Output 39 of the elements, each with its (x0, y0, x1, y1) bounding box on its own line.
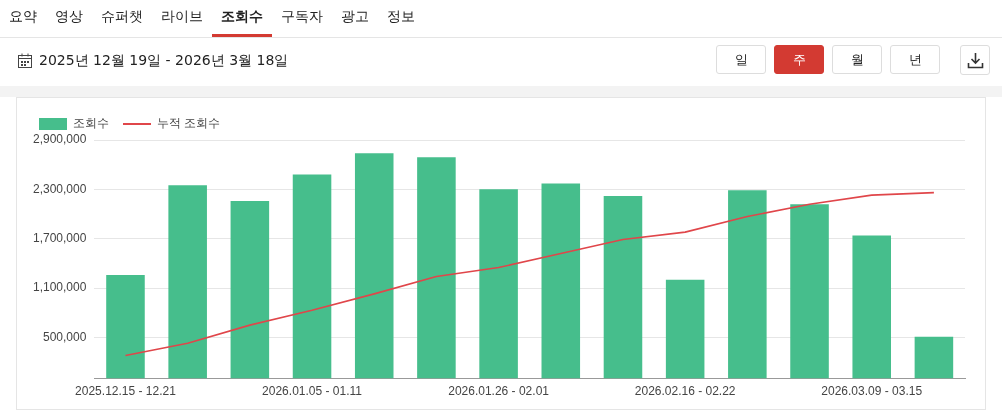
legend-label: 조회수 (73, 116, 109, 131)
y-tick-label: 1,700,000 (32, 231, 87, 246)
text: 월 (832, 45, 882, 74)
y-tick-label: 2,900,000 (32, 132, 87, 147)
bar (728, 190, 767, 379)
x-tick-label: 2026.02.16 - 02.22 (634, 384, 736, 399)
x-tick-label: 2026.03.09 - 03.15 (821, 384, 923, 399)
text: 라이브 (160, 7, 204, 26)
chart-subtitle: 2025년 12월 19일 - 2026년 3월 18일 (39, 52, 289, 70)
bar (914, 336, 954, 379)
bar (852, 235, 891, 379)
text: 일 (716, 45, 766, 74)
text: 영상 (54, 7, 84, 26)
y-tick-label: 500,000 (42, 329, 87, 344)
text: 구독자 (280, 7, 324, 26)
bar (417, 157, 456, 379)
bar (603, 195, 643, 379)
bar (230, 200, 270, 379)
text: 슈퍼챗 (100, 7, 144, 26)
x-tick-label: 2026.01.26 - 02.01 (448, 384, 550, 399)
text: 정보 (386, 7, 416, 26)
bar (292, 174, 332, 379)
bar (354, 153, 394, 379)
legend-label: 누적 조회수 (157, 116, 221, 131)
text: 조회수 (212, 0, 272, 37)
bar (168, 185, 207, 379)
bar (665, 279, 705, 379)
y-tick-label: 2,300,000 (32, 181, 87, 196)
bar (541, 183, 581, 379)
text: 광고 (340, 7, 370, 26)
bar (106, 274, 145, 379)
text: 요약 (8, 7, 38, 26)
x-tick-label: 2026.01.05 - 01.11 (262, 384, 363, 399)
x-tick-label: 2025.12.15 - 12.21 (75, 384, 177, 399)
text: 년 (890, 45, 940, 74)
text: 주 (774, 45, 824, 74)
bar (479, 189, 518, 379)
bar (790, 204, 829, 379)
y-tick-label: 1,100,000 (32, 280, 87, 295)
